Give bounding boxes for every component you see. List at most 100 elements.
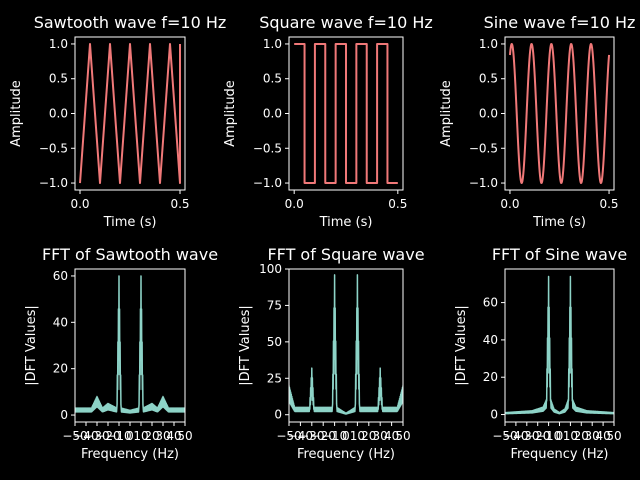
chart-title: Sine wave f=10 Hz (484, 13, 636, 32)
y-tick-label: −0.5 (253, 141, 282, 155)
x-tick-label: 0.0 (500, 197, 519, 211)
y-tick-label: 0 (490, 408, 498, 422)
y-axis-label: Amplitude (439, 80, 454, 147)
x-tick-label: −10 (322, 429, 347, 443)
x-axis-label: Frequency (Hz) (81, 447, 179, 462)
y-tick-label: 1.0 (49, 37, 68, 51)
y-tick-label: 75 (267, 298, 282, 312)
x-tick-label: 30 (155, 429, 170, 443)
x-tick-label: 30 (585, 429, 600, 443)
y-tick-label: −1.0 (469, 176, 498, 190)
x-tick-label: −50 (276, 429, 301, 443)
x-tick-label: −50 (62, 429, 87, 443)
x-tick-label: 50 (177, 429, 192, 443)
axes-frame (504, 268, 615, 423)
x-tick-label: −30 (84, 429, 109, 443)
y-axis-label: |DFT Values| (454, 305, 469, 386)
y-tick-label: 0.5 (479, 72, 498, 86)
y-tick-label: 1.0 (479, 37, 498, 51)
x-tick-label: −20 (525, 429, 550, 443)
x-tick-label: 40 (595, 429, 610, 443)
x-tick-label: 0 (126, 429, 134, 443)
y-tick-label: 20 (483, 370, 498, 384)
axes-frame (74, 268, 186, 423)
x-tick-label: −10 (106, 429, 131, 443)
x-tick-label: −30 (299, 429, 324, 443)
axes-frame (288, 268, 404, 423)
chart-title: Square wave f=10 Hz (259, 13, 433, 32)
x-tick-label: 50 (606, 429, 621, 443)
x-axis-label: Time (s) (103, 215, 157, 230)
series-line (79, 42, 181, 185)
series-line (75, 275, 185, 414)
y-tick-label: 1.0 (263, 37, 282, 51)
y-tick-label: 0.0 (479, 107, 498, 121)
chart-title: FFT of Square wave (267, 245, 424, 264)
y-tick-label: 25 (267, 371, 282, 385)
x-tick-label: −40 (288, 429, 313, 443)
x-tick-label: −20 (95, 429, 120, 443)
x-tick-label: 0.0 (70, 197, 89, 211)
series-line (508, 43, 611, 184)
y-tick-label: 0.5 (49, 72, 68, 86)
x-tick-label: 0 (556, 429, 564, 443)
x-tick-label: 0.5 (388, 197, 407, 211)
x-tick-label: 0.5 (170, 197, 189, 211)
x-tick-label: −40 (503, 429, 528, 443)
y-tick-label: 0 (274, 408, 282, 422)
series-line (294, 42, 398, 185)
y-axis-label: Amplitude (9, 80, 24, 147)
x-tick-label: 20 (144, 429, 159, 443)
y-tick-label: −1.0 (39, 176, 68, 190)
x-tick-label: 40 (166, 429, 181, 443)
y-tick-label: 100 (259, 262, 282, 276)
y-tick-label: −1.0 (253, 176, 282, 190)
x-tick-label: 10 (563, 429, 578, 443)
x-tick-label: −40 (73, 429, 98, 443)
y-tick-label: 0 (60, 408, 68, 422)
y-tick-label: 0.0 (49, 107, 68, 121)
y-tick-label: −0.5 (469, 141, 498, 155)
subplot-1: −1.0 −0.5 0.0 0.5 1.0 0.0 0.5 Sawtooth wave f=1… (9, 13, 226, 230)
y-axis-label: Amplitude (223, 80, 238, 147)
subplot-2: −1.0 −0.5 0.0 0.5 1.0 0.0 0.5 Square wave f=10 … (223, 13, 433, 230)
x-tick-label: −50 (492, 429, 517, 443)
series-line (289, 274, 403, 415)
x-tick-label: 40 (384, 429, 399, 443)
y-axis-label: |DFT Values| (238, 305, 253, 386)
x-tick-label: 0.5 (599, 197, 618, 211)
x-tick-label: 50 (395, 429, 410, 443)
x-tick-label: 20 (574, 429, 589, 443)
y-tick-label: 20 (53, 362, 68, 376)
x-axis-label: Frequency (Hz) (297, 447, 395, 462)
y-tick-label: −0.5 (39, 141, 68, 155)
y-axis-label: |DFT Values| (24, 305, 39, 386)
x-tick-label: 0.0 (285, 197, 304, 211)
y-tick-label: 0.5 (263, 72, 282, 86)
y-tick-label: 40 (53, 315, 68, 329)
chart-title: FFT of Sine wave (492, 245, 627, 264)
chart-title: Sawtooth wave f=10 Hz (34, 13, 227, 32)
subplot-3: −1.0 −0.5 0.0 0.5 1.0 0.0 0.5 Sine wave f=10 Hz… (439, 13, 635, 230)
x-tick-label: 0 (342, 429, 350, 443)
y-tick-label: 40 (483, 333, 498, 347)
x-tick-label: −30 (514, 429, 539, 443)
y-tick-label: 0.0 (263, 107, 282, 121)
x-tick-label: 30 (373, 429, 388, 443)
x-tick-label: 20 (361, 429, 376, 443)
x-tick-label: 10 (350, 429, 365, 443)
y-tick-label: 50 (267, 335, 282, 349)
series-line (505, 275, 614, 415)
x-axis-label: Frequency (Hz) (510, 447, 608, 462)
x-tick-label: 10 (133, 429, 148, 443)
y-tick-label: 60 (483, 296, 498, 310)
chart-title: FFT of Sawtooth wave (42, 245, 218, 264)
x-tick-label: −10 (536, 429, 561, 443)
x-axis-label: Time (s) (532, 215, 586, 230)
x-axis-label: Time (s) (319, 215, 373, 230)
y-tick-label: 60 (53, 269, 68, 283)
